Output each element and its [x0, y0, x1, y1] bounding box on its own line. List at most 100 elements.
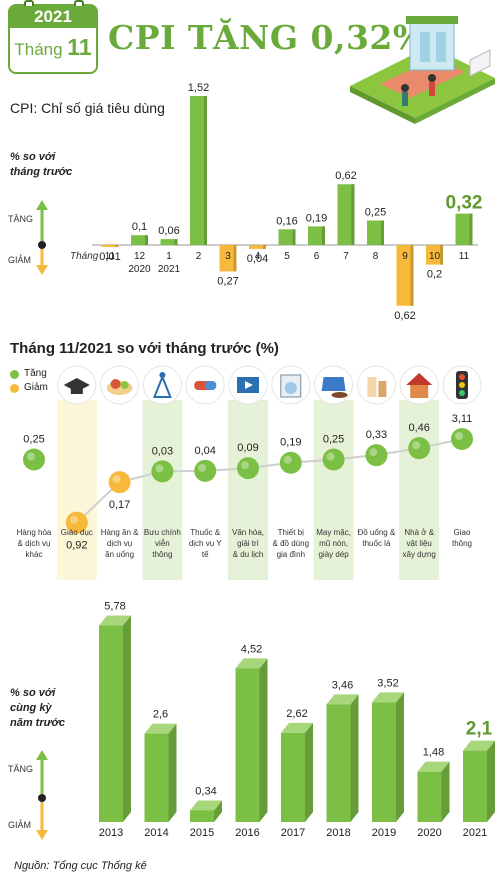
icon-badge	[142, 365, 182, 405]
bar-side	[123, 615, 131, 822]
category-label: Thiết bị	[278, 528, 304, 537]
bar-side	[263, 245, 266, 249]
point-shine	[455, 432, 463, 440]
year-tick-label: 2020	[417, 827, 441, 839]
point-shine	[69, 515, 78, 524]
value-label: 1,52	[188, 82, 209, 94]
bar-side	[214, 800, 222, 822]
year-tick-label: 2017	[281, 827, 305, 839]
category-label: khác	[26, 550, 43, 559]
legend-label-decrease: Giảm	[24, 382, 48, 393]
category-label: thuốc lá	[362, 539, 391, 548]
month-tick-label: 1	[166, 251, 172, 262]
point	[451, 428, 473, 450]
bar-side	[441, 761, 450, 822]
category-label: viễn	[155, 539, 170, 548]
bar-side	[115, 245, 119, 247]
category-label: giải trí	[237, 539, 260, 548]
value-label: 0,46	[408, 422, 429, 434]
year-tick-label: 2014	[144, 827, 168, 839]
category-label: ăn uống	[105, 550, 134, 559]
bar-side	[204, 96, 207, 245]
value-label: 0,19	[306, 212, 327, 224]
legend-label-increase: Tăng	[24, 368, 47, 379]
unit-line: năm trước	[10, 717, 65, 729]
unit-line: % so với	[10, 687, 56, 699]
month-tick-label: 9	[402, 251, 408, 262]
year-tick-label: 2019	[372, 827, 396, 839]
bar-side	[292, 229, 296, 245]
bar	[160, 239, 178, 245]
point-shine	[283, 455, 292, 464]
highlight-band	[399, 400, 440, 580]
category-label: thông	[452, 539, 472, 548]
point-shine	[369, 448, 378, 457]
bar-side	[351, 184, 355, 245]
bar	[372, 702, 396, 822]
value-label: 0,92	[66, 540, 87, 552]
bar	[101, 245, 119, 247]
month-tick-label: 2	[196, 251, 202, 262]
month-tick-label: 7	[343, 251, 349, 262]
food-icon	[120, 381, 129, 389]
category-label: Bưu chính	[144, 528, 181, 537]
category-label: & du lịch	[233, 550, 264, 559]
bar-side	[381, 220, 384, 245]
value-label: 0,25	[23, 434, 44, 446]
value-label: 0,62	[335, 170, 356, 182]
bar-top	[190, 800, 222, 811]
month-tick-label: 8	[373, 251, 379, 262]
point-shine	[155, 464, 164, 473]
bar-top	[235, 658, 268, 669]
point-shine	[112, 475, 121, 484]
point-shine	[198, 463, 207, 472]
bar-top	[326, 694, 359, 705]
value-label: 2,62	[286, 708, 307, 720]
month-label: Tháng 11	[10, 34, 96, 61]
value-label: 0,04	[247, 253, 268, 265]
category-label: Giao	[454, 528, 471, 537]
point	[65, 511, 88, 534]
category-label: Nhà ở &	[404, 528, 434, 537]
value-label: 0,09	[237, 442, 258, 454]
market-illustration	[350, 16, 495, 124]
drinks-icon	[367, 377, 377, 397]
point	[237, 457, 259, 480]
bar	[235, 668, 260, 822]
value-label: 3,11	[452, 413, 473, 425]
bar-side	[174, 239, 178, 245]
point-shine	[412, 441, 421, 450]
bar	[190, 810, 214, 822]
antenna-icon	[159, 372, 166, 378]
yearly-cpi-chart: TĂNG GIẢM 5,78 2013 2,6 2014 0,34 2015 4,52 2016 2…	[8, 600, 495, 840]
bar	[463, 750, 487, 822]
unit-line: % so với	[10, 151, 56, 163]
medicine-icon	[205, 381, 217, 390]
house-icon	[410, 385, 429, 398]
bar-top	[144, 723, 177, 734]
point	[108, 471, 131, 494]
arrow-down-label: GIẢM	[8, 254, 31, 265]
calendar-badge: 2021 Tháng 11	[8, 0, 98, 74]
highlight-band	[56, 400, 97, 580]
year-tick-label: 2021	[158, 264, 181, 275]
bar-top	[281, 722, 313, 733]
value-label: 0,2	[427, 269, 442, 281]
legend-dot-increase	[10, 370, 19, 379]
category-label: dịch vụ	[107, 539, 132, 548]
highlight-band	[313, 400, 354, 580]
bar-top	[99, 615, 131, 626]
graduation-cap-icon	[63, 378, 90, 392]
month-number: 11	[67, 34, 92, 60]
arrow-up-label: TĂNG	[8, 214, 33, 224]
bar	[417, 771, 442, 822]
highlight-band	[228, 400, 268, 580]
category-label: Thuốc &	[190, 528, 220, 537]
section-title: Tháng 11/2021 so với tháng trước (%)	[10, 340, 279, 357]
value-label: 0,17	[109, 499, 130, 511]
value-label: 0,27	[217, 275, 238, 287]
month-axis-label: Tháng	[70, 251, 99, 262]
bar-top	[417, 761, 450, 772]
value-label: 0,25	[365, 207, 386, 219]
value-label: 2,6	[153, 709, 168, 721]
